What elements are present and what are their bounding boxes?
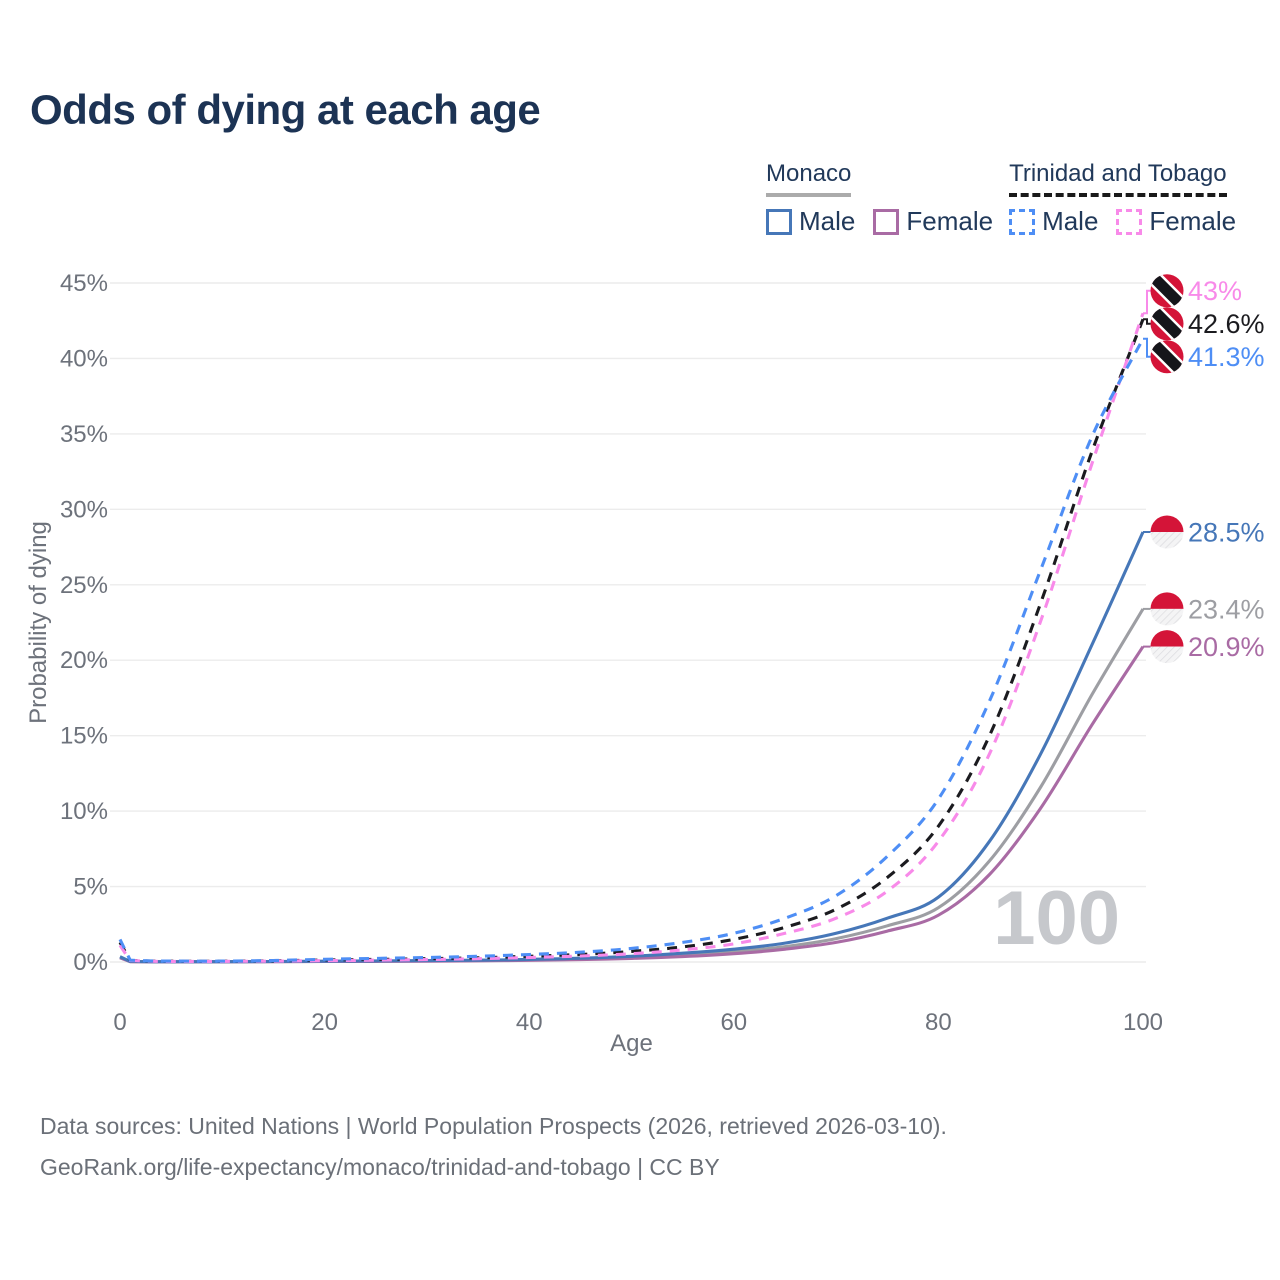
y-axis-tick-label: 0%: [73, 949, 108, 976]
label-leader-trinidad-and-tobago-male: [1143, 337, 1151, 358]
legend-item-label: Male: [1042, 206, 1099, 236]
legend-row-trinidad-and-tobago: Male Female: [1009, 206, 1236, 237]
legend-item-label: Female: [906, 206, 994, 236]
x-axis-tick-label: 80: [925, 1009, 952, 1036]
end-value-label-monaco-female: 20.9%: [1188, 632, 1265, 662]
series-line-trinidad-and-tobago-female[interactable]: [118, 312, 1145, 963]
y-axis-tick-label: 35%: [60, 421, 108, 448]
x-axis-tick-label: 40: [516, 1009, 543, 1036]
y-axis-tick-label: 45%: [60, 270, 108, 297]
end-value-label-trinidad-and-tobago-female: 43%: [1188, 276, 1242, 306]
legend-item-trinidad-and-tobago-female[interactable]: Female: [1116, 206, 1236, 237]
y-axis-tick-label: 10%: [60, 798, 108, 825]
series-line-monaco-male[interactable]: [119, 531, 1145, 964]
legend-item-monaco-female[interactable]: Female: [873, 206, 993, 237]
label-leader-trinidad-and-tobago-female: [1143, 289, 1151, 315]
age-watermark: 100: [993, 876, 1120, 961]
monaco-flag-icon: [1150, 515, 1184, 549]
legend-item-label: Male: [799, 206, 856, 236]
legend-country-monaco[interactable]: Monaco: [766, 160, 852, 197]
page-title: Odds of dying at each age: [30, 86, 541, 133]
label-leader-trinidad-and-tobago-both: [1143, 318, 1151, 325]
y-axis-tick-label: 5%: [73, 874, 108, 901]
end-value-label-monaco-both: 23.4%: [1188, 594, 1265, 624]
x-axis-tick-label: 100: [1123, 1009, 1163, 1036]
y-axis-tick-label: 30%: [60, 496, 108, 523]
series-line-monaco-both[interactable]: [119, 608, 1145, 964]
trinidad-and-tobago-flag-icon: [1150, 340, 1184, 374]
legend-item-label: Female: [1149, 206, 1237, 236]
legend-group-trinidad-and-tobago: Trinidad and Tobago Male Female: [1009, 160, 1236, 237]
series-line-trinidad-and-tobago-both[interactable]: [118, 318, 1145, 963]
end-value-label-trinidad-and-tobago-male: 41.3%: [1188, 342, 1265, 372]
trinidad-and-tobago-female-swatch-icon: [1116, 208, 1143, 235]
y-axis-tick-label: 20%: [60, 647, 108, 674]
series-line-trinidad-and-tobago-male[interactable]: [118, 338, 1145, 963]
legend-group-monaco: Monaco Male Female: [766, 160, 993, 237]
x-axis-tick-label: 20: [311, 1009, 338, 1036]
end-value-label-monaco-male: 28.5%: [1188, 517, 1265, 547]
trinidad-and-tobago-flag-icon: [1150, 274, 1184, 308]
monaco-male-swatch-icon: [766, 208, 792, 235]
trinidad-and-tobago-male-swatch-icon: [1009, 208, 1036, 235]
legend-item-monaco-male[interactable]: Male: [766, 206, 855, 237]
series-line-monaco-female[interactable]: [119, 645, 1145, 964]
monaco-flag-icon: [1150, 592, 1184, 626]
legend-item-trinidad-and-tobago-male[interactable]: Male: [1009, 206, 1098, 237]
chart-footer: Data sources: United Nations | World Pop…: [40, 1106, 947, 1188]
y-axis-tick-label: 15%: [60, 723, 108, 750]
legend-row-monaco: Male Female: [766, 206, 993, 237]
x-axis-tick-label: 60: [720, 1009, 747, 1036]
y-axis-tick-label: 25%: [60, 572, 108, 599]
x-axis-tick-label: 0: [113, 1009, 126, 1036]
legend: Monaco Male Female Trinidad and Tobago M…: [766, 160, 1236, 237]
monaco-flag-icon: [1150, 630, 1184, 664]
monaco-female-swatch-icon: [873, 208, 900, 235]
y-axis-title: Probability of dying: [25, 521, 52, 724]
y-axis-tick-label: 40%: [60, 345, 108, 372]
attribution-line: GeoRank.org/life-expectancy/monaco/trini…: [40, 1154, 720, 1180]
legend-country-trinidad-and-tobago[interactable]: Trinidad and Tobago: [1009, 160, 1227, 197]
mortality-line-chart: 0% 5% 10% 15% 20% 25% 30% 35% 40% 45% 0 20 40 60 80 100…: [25, 270, 1265, 1057]
trinidad-and-tobago-flag-icon: [1150, 307, 1184, 341]
x-axis-title: Age: [610, 1030, 653, 1057]
end-value-label-trinidad-and-tobago-both: 42.6%: [1188, 309, 1265, 339]
data-sources-line: Data sources: United Nations | World Pop…: [40, 1113, 947, 1139]
